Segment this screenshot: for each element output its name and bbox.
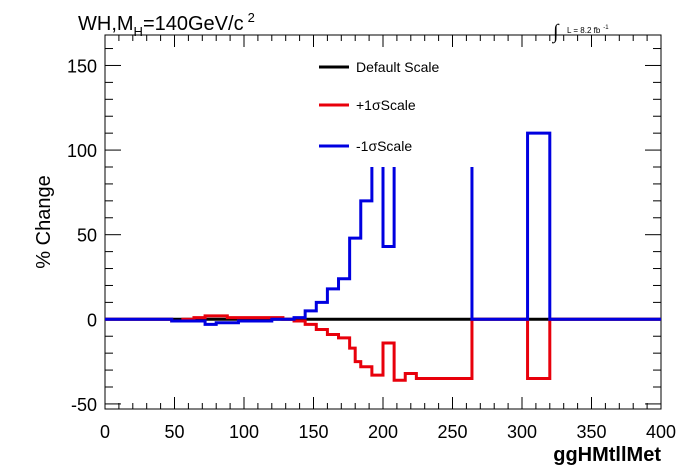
y-tick-label: 100 xyxy=(67,141,97,161)
x-tick-label: 150 xyxy=(298,422,328,442)
y-tick-label: 150 xyxy=(67,56,97,76)
integral-symbol: ∫ xyxy=(551,21,560,44)
x-tick-label: 100 xyxy=(229,422,259,442)
luminosity-exponent: -1 xyxy=(603,25,609,31)
x-tick-label: 200 xyxy=(368,422,398,442)
luminosity-text: L = 8.2 fb xyxy=(567,26,601,35)
legend: Default Scale +1σScale -1σScale xyxy=(319,59,439,154)
y-tick-label: -50 xyxy=(71,395,97,415)
y-axis-label: % Change xyxy=(33,175,55,268)
x-tick-label: 250 xyxy=(437,422,467,442)
chart-title-main: =140GeV/c xyxy=(143,13,244,35)
x-tick-label: 50 xyxy=(164,422,184,442)
y-tick-label: 0 xyxy=(87,310,97,330)
chart-title-superscript: 2 xyxy=(248,10,255,25)
legend-label-0: Default Scale xyxy=(356,59,439,75)
x-tick-label: 300 xyxy=(507,422,537,442)
x-tick-label: 350 xyxy=(576,422,606,442)
y-tick-label: 50 xyxy=(77,226,97,246)
series-line-1 xyxy=(105,314,661,382)
series-line-2 xyxy=(105,131,661,326)
chart-title-prefix: WH,M xyxy=(78,13,134,35)
axis-ticks xyxy=(104,35,662,409)
legend-label-1: +1σScale xyxy=(356,97,416,113)
luminosity-label: L = 8.2 fb -1 xyxy=(567,25,609,35)
x-axis-label: ggHMtllMet xyxy=(553,444,661,466)
legend-label-2: -1σScale xyxy=(356,138,412,154)
chart-title: WH,MH=140GeV/c 2 xyxy=(78,10,255,39)
x-tick-label: 0 xyxy=(100,422,110,442)
series-layer xyxy=(105,131,661,382)
chart-title-subscript: H xyxy=(134,24,143,39)
x-tick-label: 400 xyxy=(646,422,676,442)
